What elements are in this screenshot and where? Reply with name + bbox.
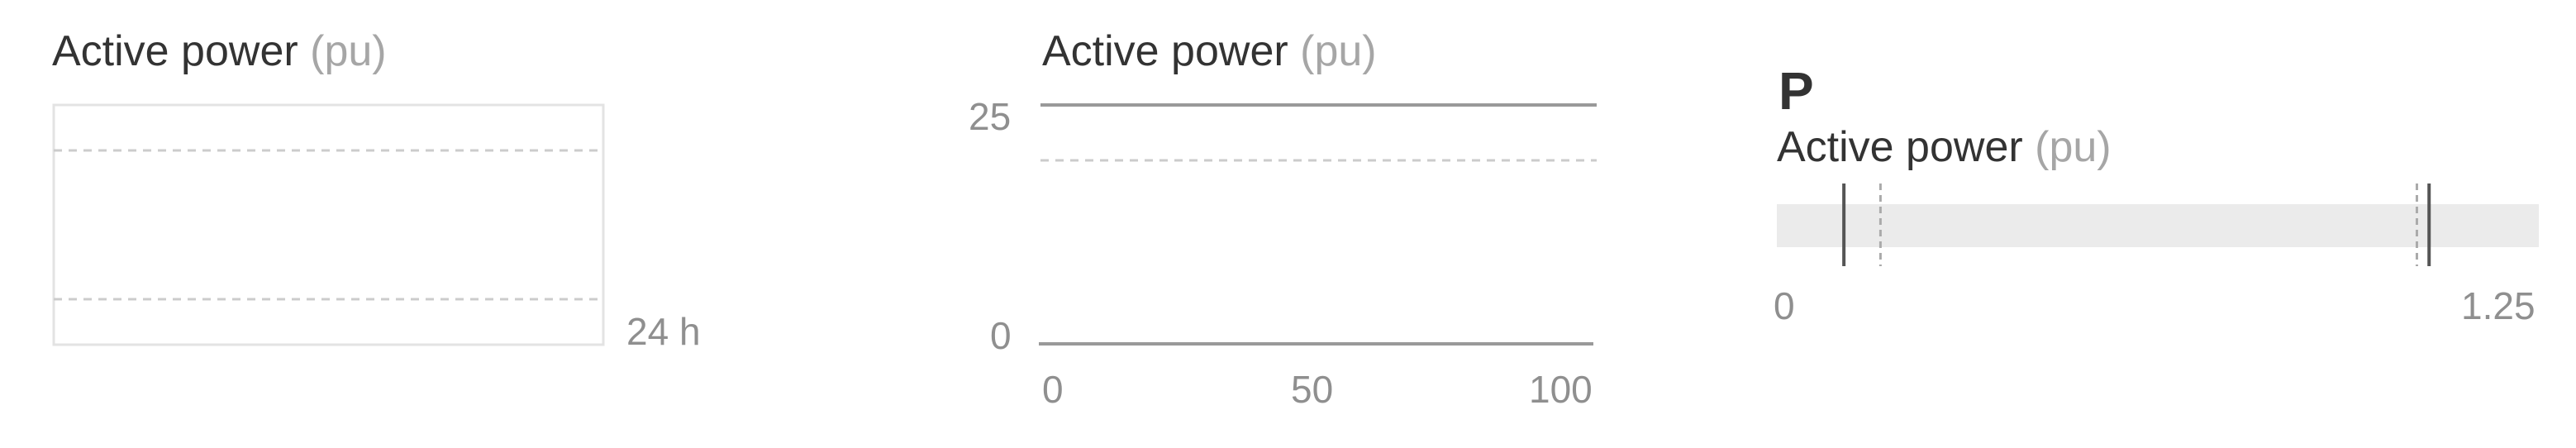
chart2-x-tick-50: 50	[1291, 368, 1334, 411]
chart3-title-text: Active power	[1777, 123, 2023, 171]
chart1-x-end-label: 24 h	[626, 310, 701, 353]
chart3-x-tick-0: 0	[1774, 284, 1795, 327]
chart1-frame	[52, 103, 605, 346]
chart1-title-text: Active power	[52, 27, 298, 75]
chart2-title-text: Active power	[1042, 27, 1288, 75]
chart3-symbol: P	[1778, 61, 1814, 121]
chart1-title: Active power (pu)	[52, 30, 387, 73]
chart2-y-tick-25: 25	[969, 95, 1012, 138]
chart1-unit: (pu)	[310, 27, 387, 75]
chart2-x-tick-0: 0	[1042, 368, 1064, 411]
chart3-bar-track	[1777, 204, 2539, 247]
chart3-unit: (pu)	[2035, 123, 2112, 171]
chart2-x-tick-100: 100	[1529, 368, 1593, 411]
chart2-title: Active power (pu)	[1042, 30, 1377, 73]
chart2-unit: (pu)	[1300, 27, 1377, 75]
chart2-y-tick-0: 0	[990, 314, 1012, 357]
chart3-x-tick-1.25: 1.25	[2461, 284, 2536, 327]
chart3-title: Active power (pu)	[1777, 126, 2112, 169]
